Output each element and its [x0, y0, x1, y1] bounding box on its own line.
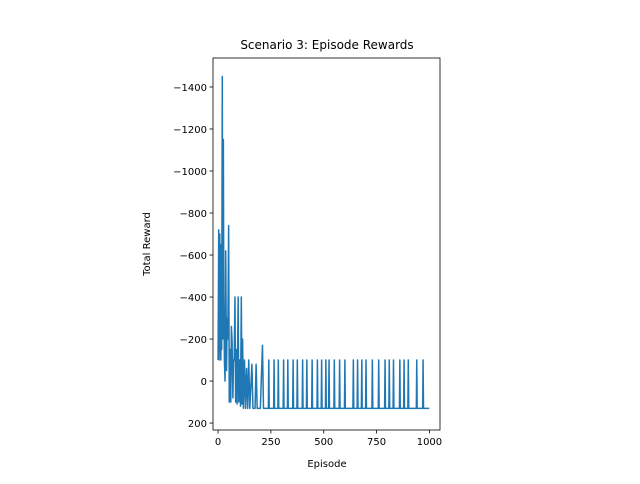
y-tick-label: −1000	[173, 167, 207, 178]
y-tick-label: −200	[180, 335, 207, 346]
x-tick-label: 750	[367, 437, 386, 448]
x-axis-label: Episode	[307, 459, 346, 470]
axes-frame	[212, 57, 441, 431]
y-tick-label: −600	[180, 251, 207, 262]
y-tick-label: 0	[201, 377, 207, 388]
x-tick-label: 250	[261, 437, 280, 448]
x-tick-label: 500	[314, 437, 333, 448]
y-tick-label: −1200	[173, 125, 207, 136]
x-tick-label: 0	[215, 437, 221, 448]
data-line	[217, 75, 430, 410]
y-tick-label: −1400	[173, 83, 207, 94]
y-tick-label: −800	[180, 209, 207, 220]
y-tick-label: −400	[180, 293, 207, 304]
y-axis-label: Total Reward	[142, 212, 153, 277]
x-tick-label: 1000	[417, 437, 442, 448]
chart-title: Scenario 3: Episode Rewards	[240, 38, 413, 52]
y-tick-label: 200	[188, 419, 207, 430]
